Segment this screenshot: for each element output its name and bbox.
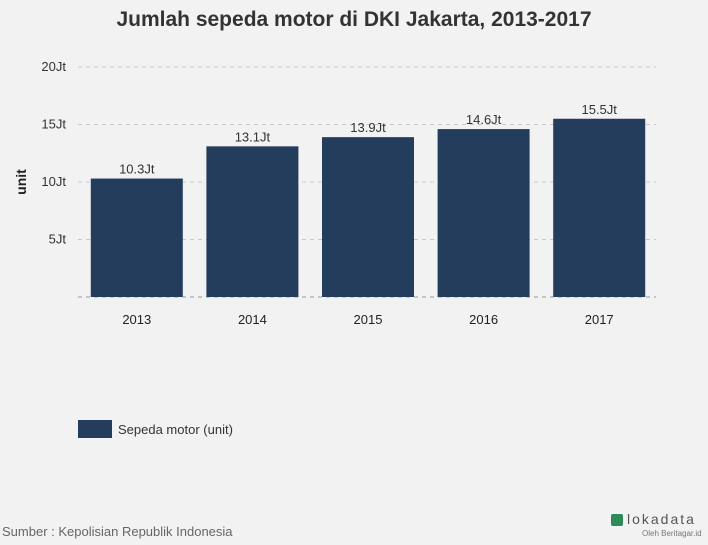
bar-2017: [553, 118, 646, 297]
y-tick-label: 20Jt: [41, 59, 66, 74]
lokadata-logo-icon: [611, 514, 623, 526]
brand-name: lokadata: [627, 511, 696, 527]
data-label: 13.9Jt: [350, 120, 386, 135]
data-label: 14.6Jt: [466, 112, 502, 127]
y-tick-label: 15Jt: [41, 117, 66, 132]
y-tick-label: 5Jt: [49, 232, 67, 247]
bar-2015: [322, 137, 414, 297]
bar-2013: [90, 178, 183, 297]
bar-2016: [437, 129, 530, 297]
legend-label: Sepeda motor (unit): [118, 421, 233, 437]
source-note: Sumber : Kepolisian Republik Indonesia: [2, 524, 233, 539]
bar-2014: [206, 146, 299, 297]
data-label: 10.3Jt: [119, 162, 155, 177]
x-tick-label: 2017: [585, 312, 614, 327]
y-tick-label: 10Jt: [41, 174, 66, 189]
chart-title: Jumlah sepeda motor di DKI Jakarta, 2013…: [116, 8, 592, 31]
brand-logo: lokadata Oleh Beritagar.id: [608, 511, 708, 541]
data-label: 15.5Jt: [581, 102, 617, 117]
data-label: 13.1Jt: [235, 129, 271, 144]
chart-legend: Sepeda motor (unit): [78, 420, 233, 438]
x-tick-label: 2013: [122, 312, 151, 327]
x-tick-label: 2014: [238, 312, 267, 327]
legend-swatch: [78, 420, 112, 438]
y-axis-label: unit: [13, 169, 29, 195]
brand-subtitle: Oleh Beritagar.id: [642, 529, 702, 538]
x-tick-label: 2016: [469, 312, 498, 327]
x-tick-label: 2015: [354, 312, 383, 327]
